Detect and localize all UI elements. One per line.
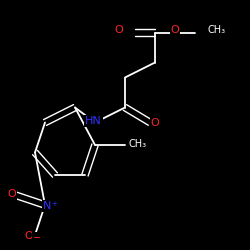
Text: O: O [170,25,179,35]
Text: HN: HN [86,116,102,126]
Text: −: − [33,233,41,243]
Text: CH₃: CH₃ [129,139,147,149]
Text: O: O [114,25,123,35]
Text: CH₃: CH₃ [208,25,226,35]
Text: O: O [150,118,160,128]
Text: O: O [8,189,16,199]
Text: N: N [43,201,52,211]
Text: O: O [24,231,33,241]
Text: +: + [52,201,58,207]
